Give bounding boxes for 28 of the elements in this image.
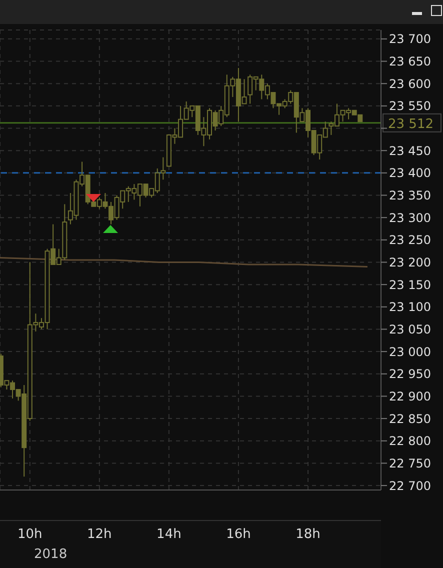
x-tick-label: 10h <box>18 527 42 542</box>
y-tick-label: 22 950 <box>389 367 431 382</box>
y-tick-label: 22 700 <box>389 478 431 493</box>
y-tick-label: 22 850 <box>389 412 431 426</box>
y-tick-label: 23 700 <box>389 32 431 46</box>
y-tick-label: 22 750 <box>389 456 431 470</box>
line-series <box>0 257 368 268</box>
x-tick-label: 16h <box>226 527 251 542</box>
y-tick-label: 23 650 <box>389 54 431 69</box>
y-tick-label: 23 200 <box>389 255 431 270</box>
y-tick-label: 23 400 <box>389 166 431 180</box>
y-tick-label: 23 550 <box>389 99 431 114</box>
y-tick-label: 22 800 <box>389 434 431 448</box>
y-tick-label: 23 000 <box>389 344 431 359</box>
x-tick-label: 18h <box>296 527 320 542</box>
y-tick-label: 23 300 <box>389 210 431 225</box>
y-tick-label: 23 250 <box>389 233 431 248</box>
y-tick-label: 23 450 <box>389 144 431 158</box>
x-tick-label: 14h <box>156 527 182 542</box>
ref-line-label: 23 512 <box>388 116 434 132</box>
y-tick-label: 23 100 <box>389 300 431 314</box>
text: 2018 <box>34 547 68 562</box>
y-tick-label: 22 900 <box>389 389 431 404</box>
y-tick-label: 23 050 <box>389 322 431 336</box>
y-tick-label: 23 150 <box>389 278 431 292</box>
x-tick-label: 12h <box>87 527 112 542</box>
y-tick-label: 23 350 <box>389 188 431 203</box>
y-tick-label: 23 600 <box>389 76 431 91</box>
